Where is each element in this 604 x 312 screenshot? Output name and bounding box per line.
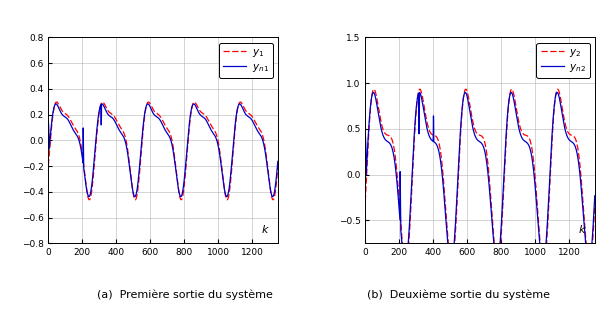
- $y_1$: [45, 163, 52, 167]
- $y_{n1}$: [124, 156, 132, 159]
- $y_{n2}$: [533, 204, 541, 208]
- $y_1$: [125, 154, 132, 158]
- Text: (a)  Première sortie du système: (a) Première sortie du système: [97, 289, 273, 300]
- $y_1$: [124, 152, 132, 156]
- $y_1$: [274, 165, 281, 169]
- $y_2$: [591, 203, 599, 207]
- $y_1$: [51, 104, 58, 108]
- $y_2$: [417, 88, 425, 92]
- $y_{n1}$: [51, 104, 58, 108]
- Text: $k$: $k$: [261, 223, 270, 235]
- $y_{n1}$: [274, 159, 281, 163]
- $y_{n1}$: [85, 195, 92, 198]
- $y_2$: [533, 199, 541, 203]
- $y_{n2}$: [442, 207, 449, 211]
- Legend: $y_2$, $y_{n2}$: $y_2$, $y_{n2}$: [536, 43, 590, 78]
- $y_1$: [227, 177, 234, 181]
- $y_{n2}$: [362, 132, 369, 135]
- $y_1$: [216, 150, 223, 154]
- $y_{n1}$: [227, 171, 234, 175]
- Line: $y_{n1}$: $y_{n1}$: [48, 104, 278, 197]
- $y_{n1}$: [45, 119, 52, 123]
- $y_{n1}$: [236, 102, 243, 106]
- Line: $y_1$: $y_1$: [48, 102, 278, 200]
- $y_1$: [99, 100, 106, 104]
- $y_{n2}$: [591, 194, 599, 197]
- Legend: $y_1$, $y_{n1}$: $y_1$, $y_{n1}$: [219, 43, 273, 78]
- $y_{n1}$: [100, 104, 108, 108]
- $y_{n1}$: [216, 154, 223, 157]
- $y_2$: [368, 97, 375, 101]
- Line: $y_{n2}$: $y_{n2}$: [365, 92, 595, 263]
- $y_2$: [442, 204, 449, 207]
- $y_2$: [508, 87, 515, 91]
- $y_{n2}$: [544, 213, 551, 217]
- Line: $y_2$: $y_2$: [365, 89, 595, 266]
- $y_{n2}$: [442, 209, 449, 213]
- $y_{n2}$: [368, 97, 375, 100]
- Text: $k$: $k$: [578, 223, 587, 235]
- Text: (b)  Deuxième sortie du système: (b) Deuxième sortie du système: [367, 289, 550, 300]
- $y_2$: [442, 202, 449, 205]
- $y_2$: [544, 219, 551, 222]
- $y_1$: [269, 198, 277, 202]
- $y_{n2}$: [553, 90, 561, 94]
- $y_2$: [402, 264, 410, 268]
- $y_1$: [100, 101, 108, 105]
- $y_{n2}$: [448, 261, 455, 265]
- $y_2$: [362, 199, 369, 203]
- $y_{n1}$: [125, 157, 132, 161]
- $y_{n2}$: [417, 92, 424, 96]
